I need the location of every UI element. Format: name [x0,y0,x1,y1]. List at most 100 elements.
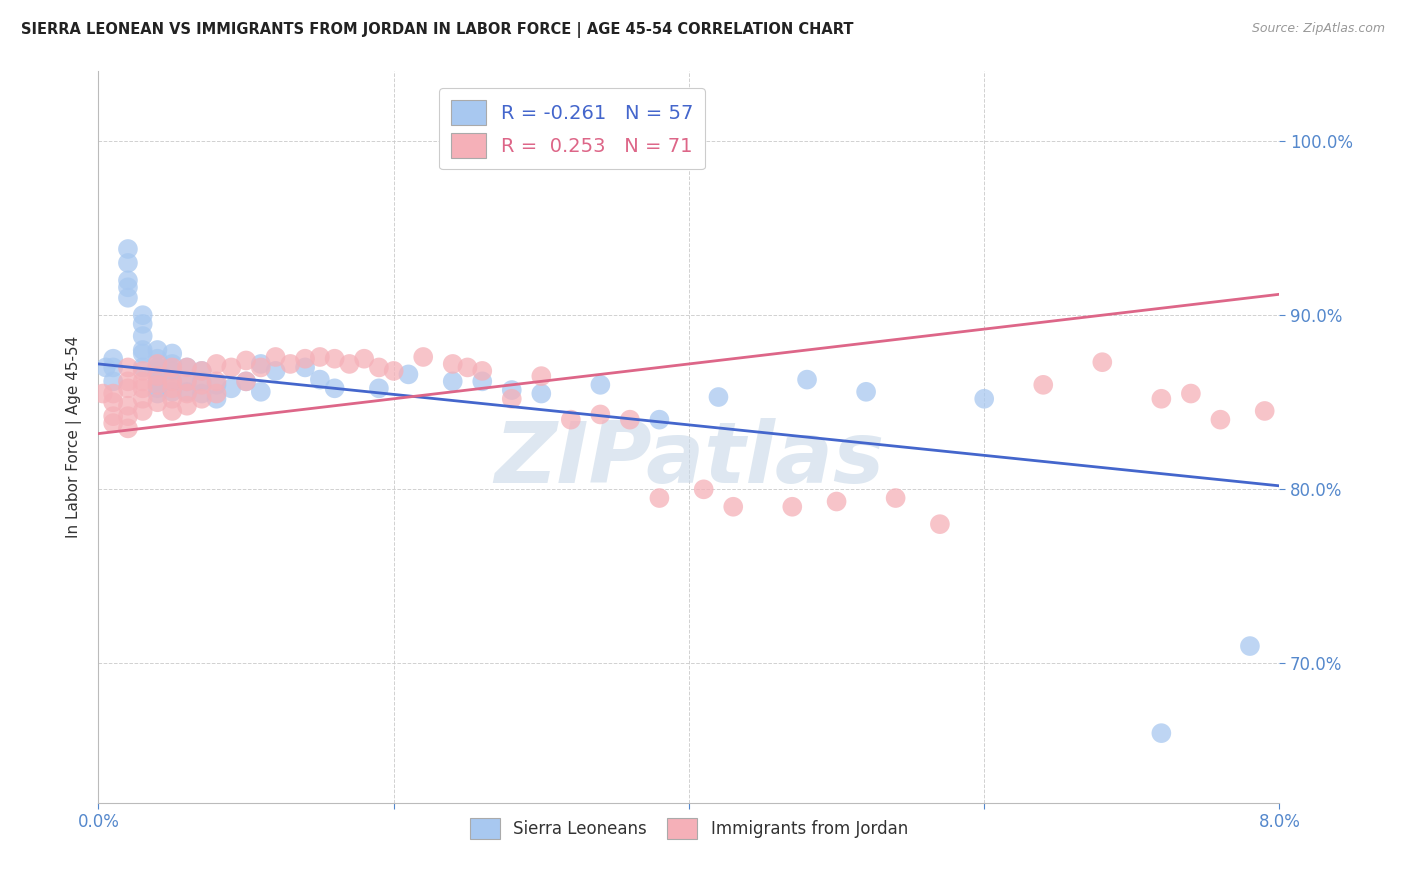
Point [441,357,464,371]
Point [162,375,183,389]
Point [323,351,346,366]
Point [132,392,155,406]
Point [723,500,745,514]
Point [619,412,641,426]
Point [91,386,114,401]
Point [132,381,155,395]
Point [457,360,479,375]
Point [191,377,214,392]
Point [191,386,214,401]
Point [176,360,198,375]
Point [441,375,464,389]
Point [471,364,494,378]
Point [146,369,169,384]
Point [176,384,198,399]
Point [235,375,257,389]
Point [146,386,169,401]
Y-axis label: In Labor Force | Age 45-54: In Labor Force | Age 45-54 [66,336,82,538]
Point [146,381,169,395]
Point [103,351,125,366]
Point [782,500,804,514]
Legend: Sierra Leoneans, Immigrants from Jordan: Sierra Leoneans, Immigrants from Jordan [464,811,914,846]
Point [368,360,391,375]
Point [132,329,155,343]
Point [146,364,169,378]
Point [855,384,877,399]
Point [235,353,257,368]
Point [205,392,228,406]
Point [191,364,214,378]
Point [162,404,183,418]
Point [884,491,907,505]
Point [176,375,198,389]
Point [132,404,155,418]
Point [103,386,125,401]
Point [294,360,316,375]
Point [1180,386,1202,401]
Point [162,357,183,371]
Point [1239,639,1261,653]
Point [117,409,139,424]
Point [382,364,405,378]
Point [973,392,995,406]
Point [205,375,228,389]
Point [146,375,169,389]
Point [501,383,523,397]
Point [221,381,243,395]
Point [117,399,139,413]
Point [162,346,183,360]
Point [589,408,612,422]
Point [176,386,198,401]
Point [146,357,169,371]
Point [162,381,183,395]
Text: SIERRA LEONEAN VS IMMIGRANTS FROM JORDAN IN LABOR FORCE | AGE 45-54 CORRELATION : SIERRA LEONEAN VS IMMIGRANTS FROM JORDAN… [21,22,853,38]
Point [146,360,169,375]
Point [221,360,243,375]
Point [117,280,139,294]
Point [693,483,716,497]
Point [191,392,214,406]
Point [162,375,183,389]
Point [132,375,155,389]
Point [648,412,671,426]
Point [501,392,523,406]
Point [117,256,139,270]
Point [1209,412,1232,426]
Point [176,375,198,389]
Point [796,373,818,387]
Point [94,360,117,375]
Point [339,357,361,371]
Point [929,517,952,532]
Point [264,364,287,378]
Point [117,360,139,375]
Point [146,343,169,357]
Point [264,350,287,364]
Point [1150,726,1173,740]
Point [132,360,155,375]
Point [191,375,214,389]
Point [250,360,273,375]
Point [530,369,553,384]
Point [1091,355,1114,369]
Point [162,364,183,378]
Point [707,390,730,404]
Point [117,273,139,287]
Point [205,386,228,401]
Point [162,384,183,399]
Point [412,350,434,364]
Point [250,384,273,399]
Point [1298,134,1320,148]
Point [103,395,125,409]
Point [205,377,228,392]
Point [162,360,183,375]
Point [471,375,494,389]
Text: ZIPatlas: ZIPatlas [494,417,884,500]
Point [103,375,125,389]
Point [132,346,155,360]
Point [530,386,553,401]
Point [117,421,139,435]
Point [368,381,391,395]
Point [132,364,155,378]
Point [1032,377,1054,392]
Point [162,392,183,406]
